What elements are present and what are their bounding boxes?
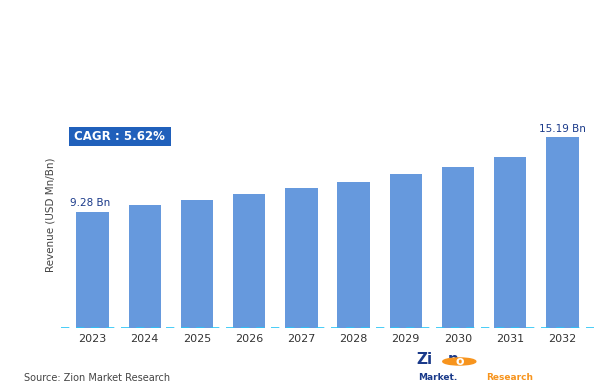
Text: Structural Insulated Panels Market,: Structural Insulated Panels Market, <box>126 18 486 36</box>
Y-axis label: Revenue (USD Mn/Bn): Revenue (USD Mn/Bn) <box>46 158 56 272</box>
Text: n: n <box>447 352 458 367</box>
Bar <box>285 188 318 328</box>
Bar <box>390 174 422 328</box>
Text: Zi: Zi <box>416 352 432 367</box>
Text: 15.19 Bn: 15.19 Bn <box>539 124 586 134</box>
Circle shape <box>443 358 476 365</box>
Bar <box>129 205 161 328</box>
Bar <box>76 212 109 328</box>
Bar <box>442 167 474 328</box>
Text: Research: Research <box>486 373 533 382</box>
Bar <box>546 137 578 328</box>
FancyBboxPatch shape <box>69 127 171 146</box>
Text: o: o <box>455 355 463 368</box>
Text: Market.: Market. <box>418 373 457 382</box>
Bar <box>494 158 526 328</box>
Text: Source: Zion Market Research: Source: Zion Market Research <box>24 373 171 383</box>
Bar <box>337 182 370 328</box>
Bar <box>233 194 266 328</box>
Text: Global Market Size, 2024-2032 (USD Billion): Global Market Size, 2024-2032 (USD Billi… <box>160 61 452 74</box>
Text: CAGR : 5.62%: CAGR : 5.62% <box>75 130 165 143</box>
Text: 9.28 Bn: 9.28 Bn <box>70 198 110 208</box>
Bar <box>181 200 213 328</box>
